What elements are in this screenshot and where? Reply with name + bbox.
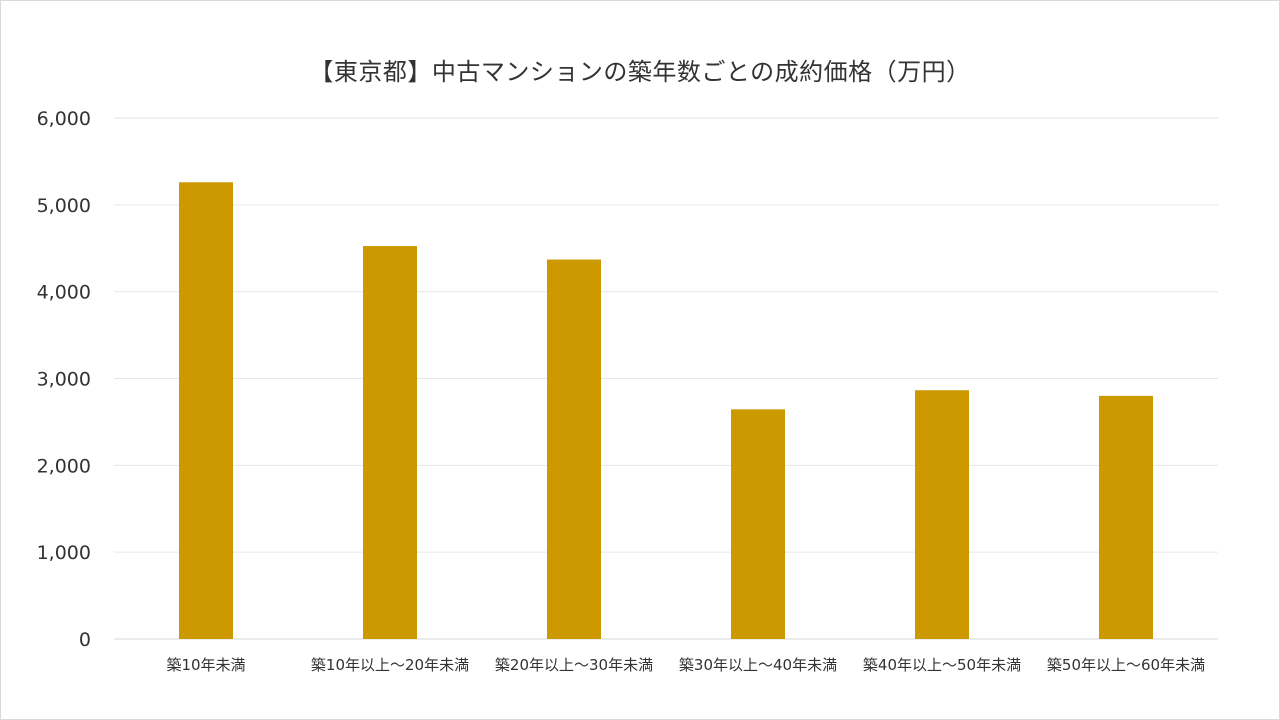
chart-title: 【東京都】中古マンションの築年数ごとの成約価格（万円） xyxy=(309,58,971,86)
x-tick-label: 築40年以上～50年未満 xyxy=(863,656,1021,674)
x-tick-label: 築10年未満 xyxy=(166,656,245,674)
x-axis-ticks: 築10年未満 築10年以上～20年未満 築20年以上～30年未満 築30年以上～40年… xyxy=(166,656,1205,674)
gridlines xyxy=(114,117,1218,640)
bar xyxy=(915,390,969,639)
bar xyxy=(547,259,601,639)
x-tick-label: 築20年以上～30年未満 xyxy=(495,656,653,674)
bar xyxy=(179,182,233,640)
bar xyxy=(731,409,785,639)
y-tick-label: 2,000 xyxy=(37,455,91,477)
x-tick-label: 築10年以上～20年未満 xyxy=(311,656,469,674)
bar xyxy=(1099,395,1153,639)
y-axis-ticks: 0 1,000 2,000 3,000 4,000 5,000 6,000 xyxy=(37,108,91,651)
y-tick-label: 6,000 xyxy=(37,108,91,130)
bar xyxy=(363,246,417,639)
y-tick-label: 4,000 xyxy=(37,282,91,304)
y-tick-label: 0 xyxy=(79,629,91,651)
y-tick-label: 1,000 xyxy=(37,542,91,564)
bars xyxy=(179,182,1153,640)
y-tick-label: 5,000 xyxy=(37,195,91,217)
x-tick-label: 築50年以上～60年未満 xyxy=(1047,656,1205,674)
x-tick-label: 築30年以上～40年未満 xyxy=(679,656,837,674)
y-tick-label: 3,000 xyxy=(37,369,91,391)
